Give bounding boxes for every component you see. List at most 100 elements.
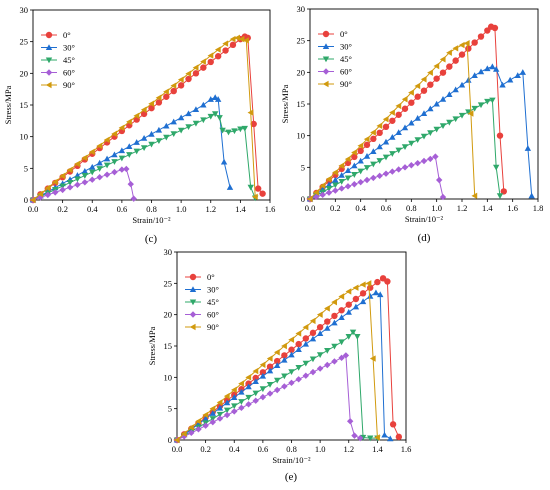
data-point [281,383,288,390]
data-point [331,319,338,326]
data-point [338,307,345,314]
y-tick-label: 30 [297,4,306,14]
data-point [489,63,496,70]
data-point [524,145,532,151]
data-point [345,301,352,308]
data-point [229,41,237,49]
data-point [302,324,309,331]
data-point [226,184,234,190]
data-point [223,399,231,406]
data-point [493,65,500,72]
data-point [452,116,459,123]
data-point [309,356,317,363]
data-point [216,404,224,411]
x-axis-label: Strain/10⁻² [405,214,444,224]
data-point [458,51,466,58]
data-point [126,143,133,150]
data-point [401,105,409,112]
x-tick-label: 1.0 [315,444,326,454]
data-point [408,162,415,169]
data-point [96,142,103,150]
x-tick-label: 1.4 [235,204,246,214]
data-point [324,305,330,312]
x-tick-label: 1.4 [372,444,383,454]
data-point [439,69,447,76]
data-point [427,130,434,137]
legend-marker [189,299,197,306]
data-point [389,109,395,116]
data-point [273,357,281,365]
data-point [200,117,207,124]
data-point [500,188,507,195]
data-point [148,130,155,137]
data-point [111,168,118,176]
data-point [309,329,317,337]
data-point [231,394,238,400]
data-point [192,70,200,77]
data-point [259,372,267,379]
data-point [214,53,222,60]
data-point [266,355,273,362]
data-point [325,185,333,192]
data-point [252,367,259,375]
data-point [342,352,350,359]
data-point [309,368,317,376]
data-point [266,390,274,397]
x-tick-label: 0.2 [200,444,211,454]
data-point [372,289,380,296]
chart-panel: 0.0 0.2 0.4 0.6 0.8 1.0 1.2 1.4 1.6 1.8 0 5 10 15 20 25… [280,4,543,244]
x-tick-label: 0.0 [172,444,183,454]
data-point [309,335,317,342]
data-point [345,308,352,315]
data-point [185,110,192,117]
data-point [427,81,434,88]
data-point [471,72,478,79]
data-point [192,106,200,112]
data-point [118,155,126,162]
data-point [324,347,331,354]
data-point [223,392,230,400]
data-point [252,374,259,382]
data-point [363,176,371,184]
data-point [352,284,359,291]
data-point [389,151,396,157]
data-point [414,82,421,90]
x-tick-label: 0.8 [146,204,157,214]
x-axis-label: Strain/10⁻² [272,455,311,465]
data-point [374,434,380,441]
legend-marker [189,286,197,293]
data-point [59,172,66,180]
data-point [332,182,339,189]
data-point [302,360,310,367]
data-point [252,390,259,397]
data-point [202,411,209,419]
data-point [344,183,352,190]
x-tick-label: 1.8 [533,203,544,213]
data-point [382,154,390,161]
data-point [237,126,244,133]
data-point [514,72,521,79]
x-tick-label: 1.6 [507,203,518,213]
data-point [338,185,345,192]
legend-label: 30° [63,43,75,53]
data-point [370,161,377,168]
data-point [118,166,126,173]
data-point [446,91,453,98]
data-point [245,374,252,381]
data-point [295,364,302,371]
data-point [96,166,103,172]
data-point [207,113,214,120]
x-tick-label: 0.4 [87,204,98,214]
data-point [155,138,163,144]
data-point [223,407,231,414]
data-point [376,122,383,130]
data-point [363,153,371,159]
data-point [111,130,118,138]
panel-caption: (e) [285,471,298,483]
data-point [446,49,452,56]
data-point [126,152,133,158]
data-point [163,88,169,95]
data-point [245,401,252,408]
data-point [216,399,223,406]
legend-marker [45,57,53,64]
